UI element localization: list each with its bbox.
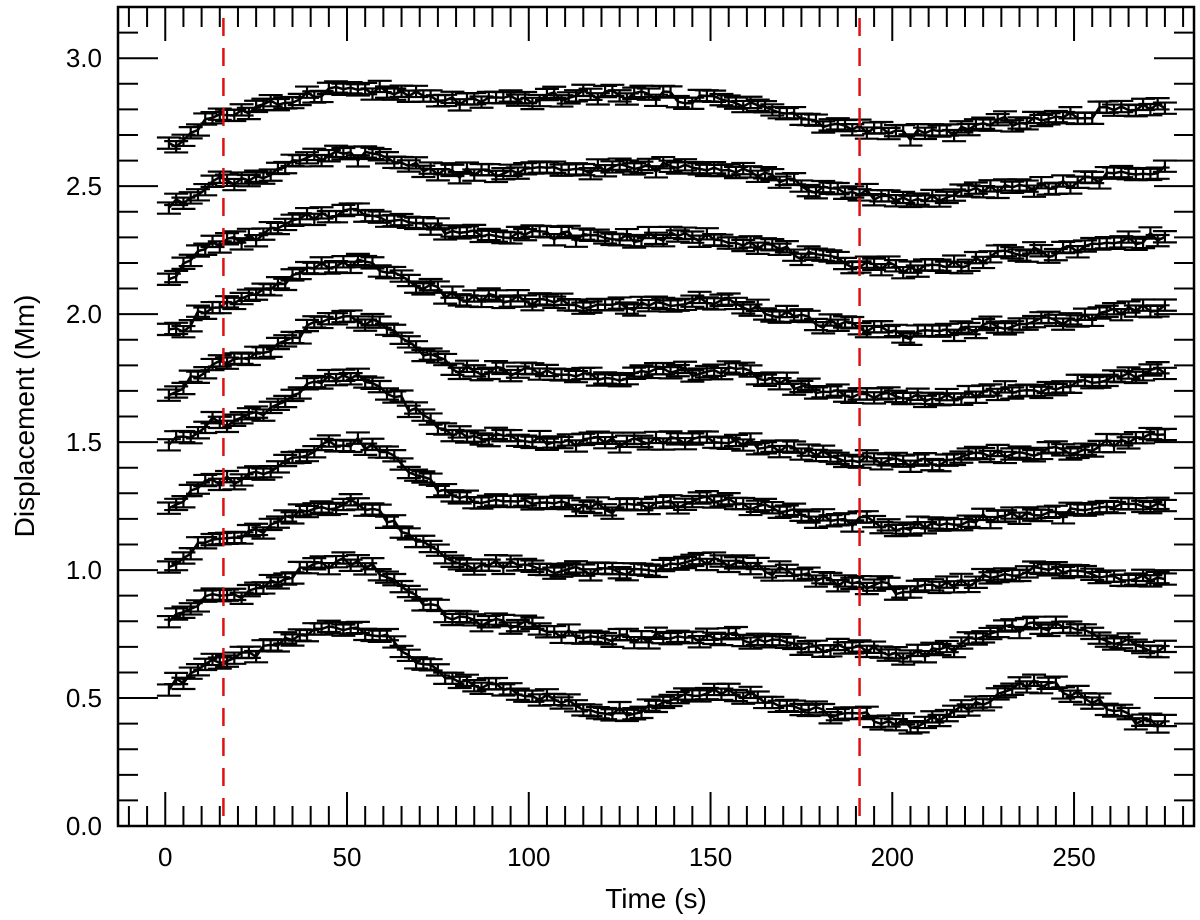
error-bar	[1152, 427, 1177, 442]
series-3	[156, 493, 1177, 601]
error-bar	[1152, 498, 1177, 513]
y-tick-label: 1.0	[66, 555, 102, 585]
y-tick-label: 1.5	[66, 427, 102, 457]
series-line	[167, 556, 1166, 661]
series-line	[168, 84, 1166, 149]
error-bar	[1152, 230, 1177, 244]
x-tick-label: 200	[871, 842, 914, 872]
series-line	[168, 498, 1166, 596]
y-tick-label: 2.0	[66, 299, 102, 329]
x-axis-title: Time (s)	[605, 883, 707, 914]
series-8	[156, 202, 1177, 286]
y-axis-title: Displacement (Mm)	[9, 295, 40, 538]
series-line	[168, 258, 1166, 341]
error-bar	[1152, 101, 1177, 115]
x-tick-label: 150	[689, 842, 732, 872]
y-tick-label: 0.0	[66, 811, 102, 841]
series-2	[156, 551, 1177, 666]
series-9	[156, 144, 1177, 215]
x-tick-label: 50	[333, 842, 362, 872]
y-tick-label: 0.5	[66, 683, 102, 713]
series-line	[167, 150, 1166, 209]
series-10	[156, 79, 1177, 154]
plot-frame	[116, 5, 1196, 828]
series-line	[167, 372, 1165, 468]
series-7	[156, 252, 1177, 346]
series-layer	[156, 79, 1177, 735]
series-5	[156, 367, 1177, 473]
axis-ticks	[118, 6, 1194, 827]
x-tick-label: 0	[158, 842, 172, 872]
x-tick-label: 250	[1052, 842, 1095, 872]
error-bar	[1152, 572, 1177, 586]
marker-lines	[222, 18, 861, 818]
series-1	[156, 619, 1177, 735]
series-line	[167, 625, 1166, 730]
y-tick-label: 3.0	[66, 43, 102, 73]
error-bar	[156, 438, 181, 452]
x-tick-label: 100	[507, 842, 550, 872]
series-6	[156, 309, 1177, 409]
series-line	[168, 207, 1166, 281]
error-bar	[1152, 159, 1177, 173]
series-line	[168, 436, 1166, 532]
series-4	[156, 431, 1177, 538]
y-tick-label: 2.5	[66, 171, 102, 201]
tick-labels: 0 50 100 150 200 250 0.0 0.5 1.0 1.5 2.0 2.5 3.0	[66, 43, 1096, 872]
series-line	[168, 314, 1166, 403]
